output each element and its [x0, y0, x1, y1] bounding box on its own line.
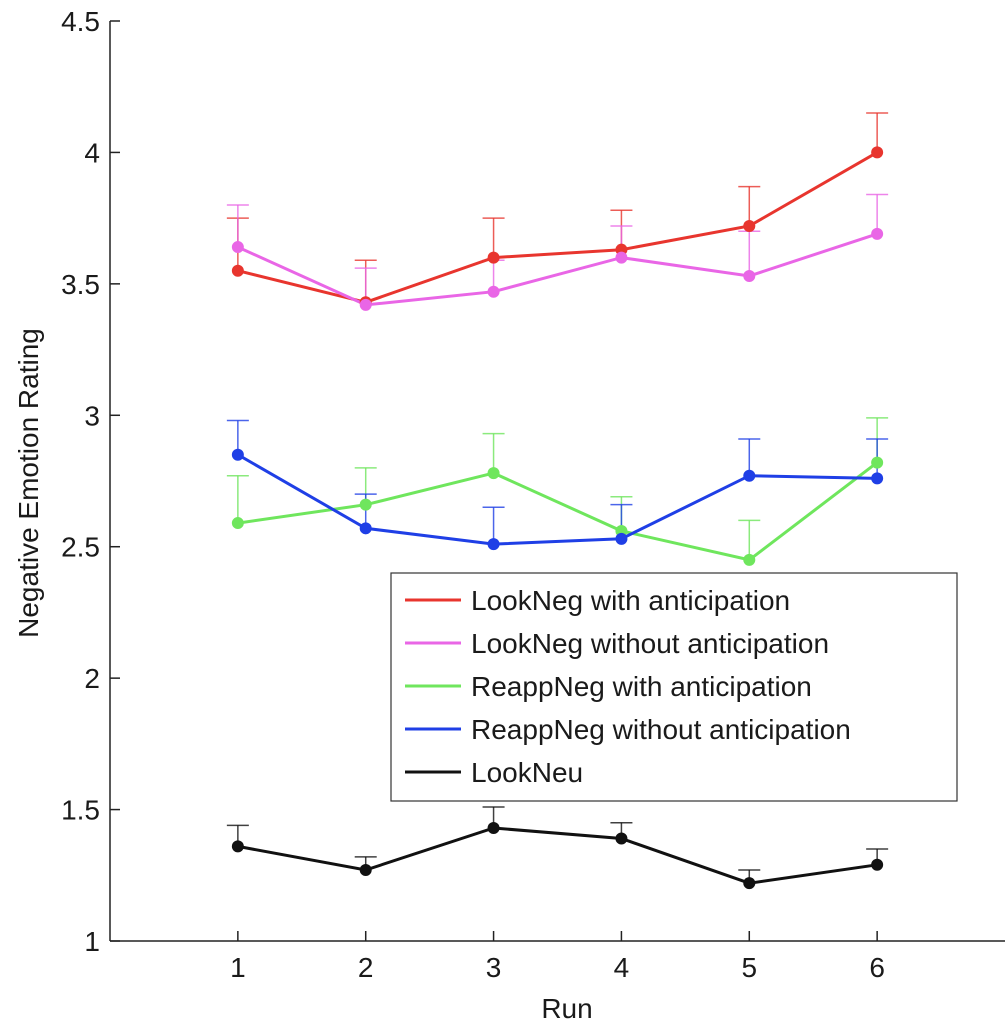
y-tick-label: 4: [84, 137, 100, 168]
y-tick-label: 1: [84, 926, 100, 957]
x-tick-label: 2: [358, 952, 374, 983]
data-point-reappneg-without-anticipation: [359, 522, 372, 535]
y-tick-label: 1.5: [61, 795, 100, 826]
data-point-lookneu: [615, 832, 628, 845]
data-point-reappneg-without-anticipation: [487, 538, 500, 551]
data-point-lookneg-without-anticipation: [615, 251, 628, 264]
data-point-reappneg-with-anticipation: [871, 456, 884, 469]
x-tick-label: 3: [486, 952, 502, 983]
data-point-lookneu: [871, 858, 884, 871]
data-point-lookneg-with-anticipation: [487, 251, 500, 264]
x-axis-label: Run: [541, 993, 592, 1024]
data-point-lookneu: [359, 864, 372, 877]
data-point-lookneu: [487, 821, 500, 834]
y-tick-label: 3.5: [61, 269, 100, 300]
legend-label: LookNeg with anticipation: [471, 585, 790, 616]
series-line-reappneg-without-anticipation: [237, 453, 878, 546]
data-point-lookneg-with-anticipation: [871, 146, 884, 159]
error-bars: [226, 112, 889, 884]
y-axis-label: Negative Emotion Rating: [13, 328, 44, 638]
data-point-lookneg-with-anticipation: [743, 220, 756, 233]
x-tick-label: 5: [741, 952, 757, 983]
legend-label: LookNeu: [471, 757, 583, 788]
data-point-reappneg-with-anticipation: [359, 498, 372, 511]
series-markers: [231, 146, 884, 890]
y-tick-label: 2.5: [61, 532, 100, 563]
data-point-lookneg-without-anticipation: [871, 227, 884, 240]
data-point-reappneg-without-anticipation: [871, 472, 884, 485]
data-point-reappneg-without-anticipation: [743, 469, 756, 482]
data-point-reappneg-without-anticipation: [231, 448, 244, 461]
x-tick-label: 1: [230, 952, 246, 983]
y-tick-label: 2: [84, 663, 100, 694]
series-line-lookneu: [237, 826, 878, 885]
legend: LookNeg with anticipation LookNeg without…: [390, 572, 958, 802]
data-point-reappneg-with-anticipation: [231, 517, 244, 530]
data-point-reappneg-with-anticipation: [487, 467, 500, 480]
x-tick-label: 4: [614, 952, 630, 983]
series-line-lookneg-with-anticipation: [237, 151, 878, 304]
axes: 1 1.5 2 2.5 3 3.5 4 4.5 1 2 3 4 5 6: [61, 6, 1005, 983]
series-line-lookneg-without-anticipation: [237, 232, 878, 307]
data-point-lookneu: [231, 840, 244, 853]
legend-label: ReappNeg without anticipation: [471, 714, 851, 745]
legend-box: [390, 572, 958, 802]
legend-label: ReappNeg with anticipation: [471, 671, 812, 702]
data-point-lookneg-without-anticipation: [743, 269, 756, 282]
data-point-reappneg-without-anticipation: [615, 532, 628, 545]
series-lines: [237, 151, 879, 885]
data-point-lookneg-with-anticipation: [231, 264, 244, 277]
y-tick-label: 3: [84, 400, 100, 431]
data-point-reappneg-with-anticipation: [743, 553, 756, 566]
legend-label: LookNeg without anticipation: [471, 628, 829, 659]
x-tick-label: 6: [869, 952, 885, 983]
data-point-lookneg-without-anticipation: [231, 241, 244, 254]
y-tick-label: 4.5: [61, 6, 100, 37]
series-line-reappneg-with-anticipation: [237, 461, 879, 562]
data-point-lookneg-without-anticipation: [359, 298, 372, 311]
data-point-lookneu: [743, 877, 756, 890]
data-point-lookneg-without-anticipation: [487, 285, 500, 298]
